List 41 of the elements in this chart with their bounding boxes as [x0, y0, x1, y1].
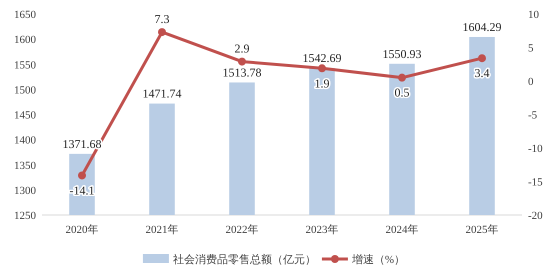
data-label: 0.5 [394, 86, 410, 100]
y-tick-label: 1300 [14, 184, 36, 197]
x-tick-label: 2023年 [306, 224, 338, 236]
y2-tick-label: 10 [528, 9, 540, 21]
data-label: 1471.74 [142, 86, 182, 101]
y-tick-label: 1500 [14, 84, 36, 96]
x-tick-label: 2024年 [386, 224, 418, 236]
y-tick-label: 1400 [14, 134, 36, 147]
y-tick-label: 1650 [14, 9, 36, 21]
data-label: 3.4 [474, 66, 490, 80]
data-label: 1542.69 [302, 50, 342, 65]
y2-tick-label: -10 [528, 143, 544, 155]
y-tick-label: 1450 [14, 110, 36, 122]
y2-tick-label: -5 [528, 110, 538, 122]
y-tick-label: 1600 [14, 34, 36, 46]
x-tick-label: 2020年 [66, 224, 98, 236]
y2-tick-label: -20 [528, 210, 544, 222]
y2-tick-label: 0 [528, 76, 534, 88]
y-tick-label: 1250 [14, 210, 36, 222]
point [78, 171, 86, 180]
y-tick-label: 1350 [14, 160, 36, 172]
data-label: -14.1 [70, 183, 94, 198]
data-label: 1513.78 [222, 65, 262, 80]
point [398, 74, 406, 82]
x-tick-label: 2025年 [466, 224, 498, 236]
legend-label: 增速（%） [350, 253, 406, 266]
point [238, 58, 246, 66]
data-label: 1604.29 [462, 20, 502, 34]
data-label: 2.9 [234, 42, 250, 56]
y2-tick-label: 5 [528, 42, 534, 54]
legend-label: 社会消费品零售总额（亿元） [172, 253, 316, 266]
y2-tick-label: -15 [528, 176, 544, 188]
y-tick-label: 1550 [14, 59, 36, 72]
x-tick-label: 2021年 [146, 224, 178, 236]
data-label: 1.9 [314, 76, 330, 90]
data-label: 1550.93 [382, 46, 422, 61]
point [318, 64, 326, 72]
point [478, 54, 486, 62]
x-tick-label: 2022年 [226, 224, 258, 236]
point [158, 28, 166, 36]
data-label: 7.3 [154, 12, 170, 26]
